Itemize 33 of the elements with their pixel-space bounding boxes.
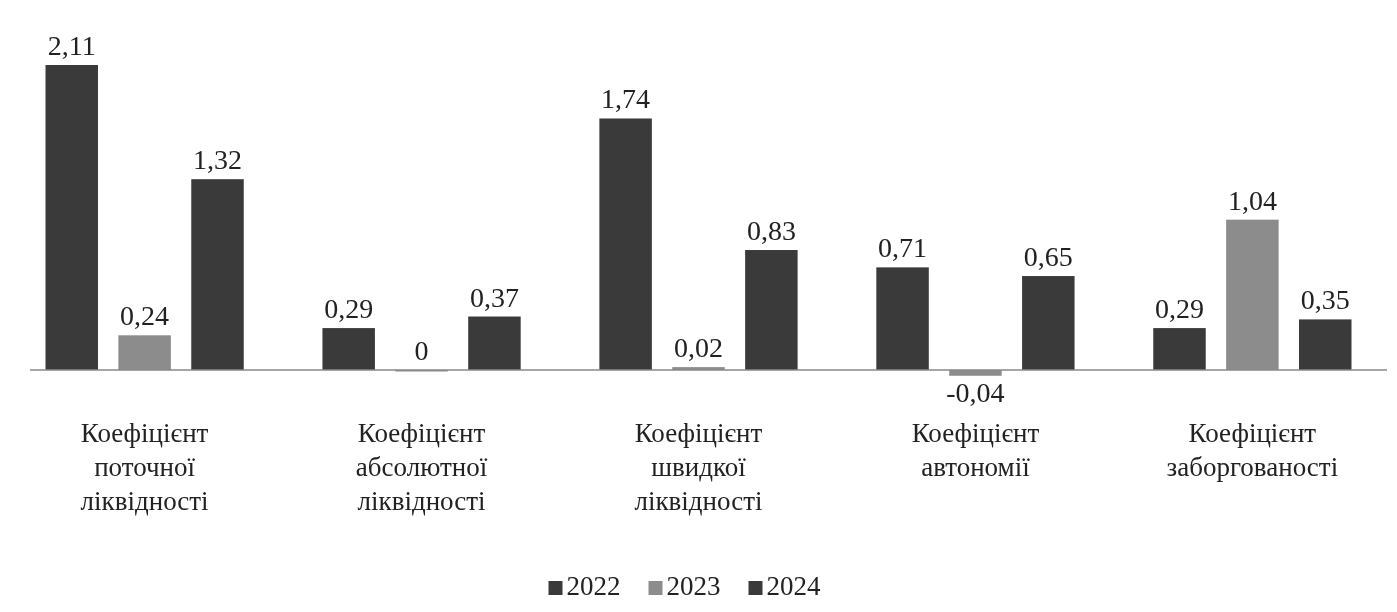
bar: [745, 250, 798, 370]
x-tick-label: Коефіцієнт автономії: [911, 418, 1040, 482]
bar: [45, 65, 98, 370]
bar: [468, 316, 521, 370]
bar: [1022, 276, 1075, 370]
bar: [599, 118, 652, 370]
x-tick-label: Коефіцієнт заборгованості: [1166, 418, 1339, 482]
data-label: 0,65: [1023, 241, 1073, 273]
data-label: 0,37: [469, 281, 519, 313]
bar: [1153, 328, 1206, 370]
data-label: 0,29: [1155, 293, 1204, 325]
data-label: 1,74: [601, 83, 651, 115]
x-tick-label: Коефіцієнт поточної ліквідності: [80, 418, 209, 516]
bar: [876, 267, 929, 370]
data-label: -0,04: [946, 376, 1005, 408]
bar: [322, 328, 375, 370]
data-label: 0,24: [120, 300, 170, 332]
data-label: 0,71: [878, 232, 928, 264]
data-label: 0,83: [746, 215, 796, 247]
legend-label: 2024: [766, 571, 821, 601]
legend-label: 2022: [566, 571, 621, 601]
data-label: 2,11: [47, 30, 96, 61]
legend-label: 2023: [666, 571, 721, 601]
bar: [1299, 319, 1352, 370]
x-tick-label: Коефіцієнт абсолютної ліквідності: [355, 418, 488, 516]
data-label: 0: [414, 335, 429, 366]
data-label: 1,32: [193, 144, 242, 176]
data-label: 0,02: [674, 332, 723, 364]
data-label: 0,29: [324, 293, 374, 325]
bar: [191, 179, 244, 370]
data-label: 1,04: [1227, 184, 1277, 216]
x-tick-label: Коефіцієнт швидкої ліквідності: [634, 418, 763, 516]
data-label: 0,35: [1300, 284, 1350, 316]
